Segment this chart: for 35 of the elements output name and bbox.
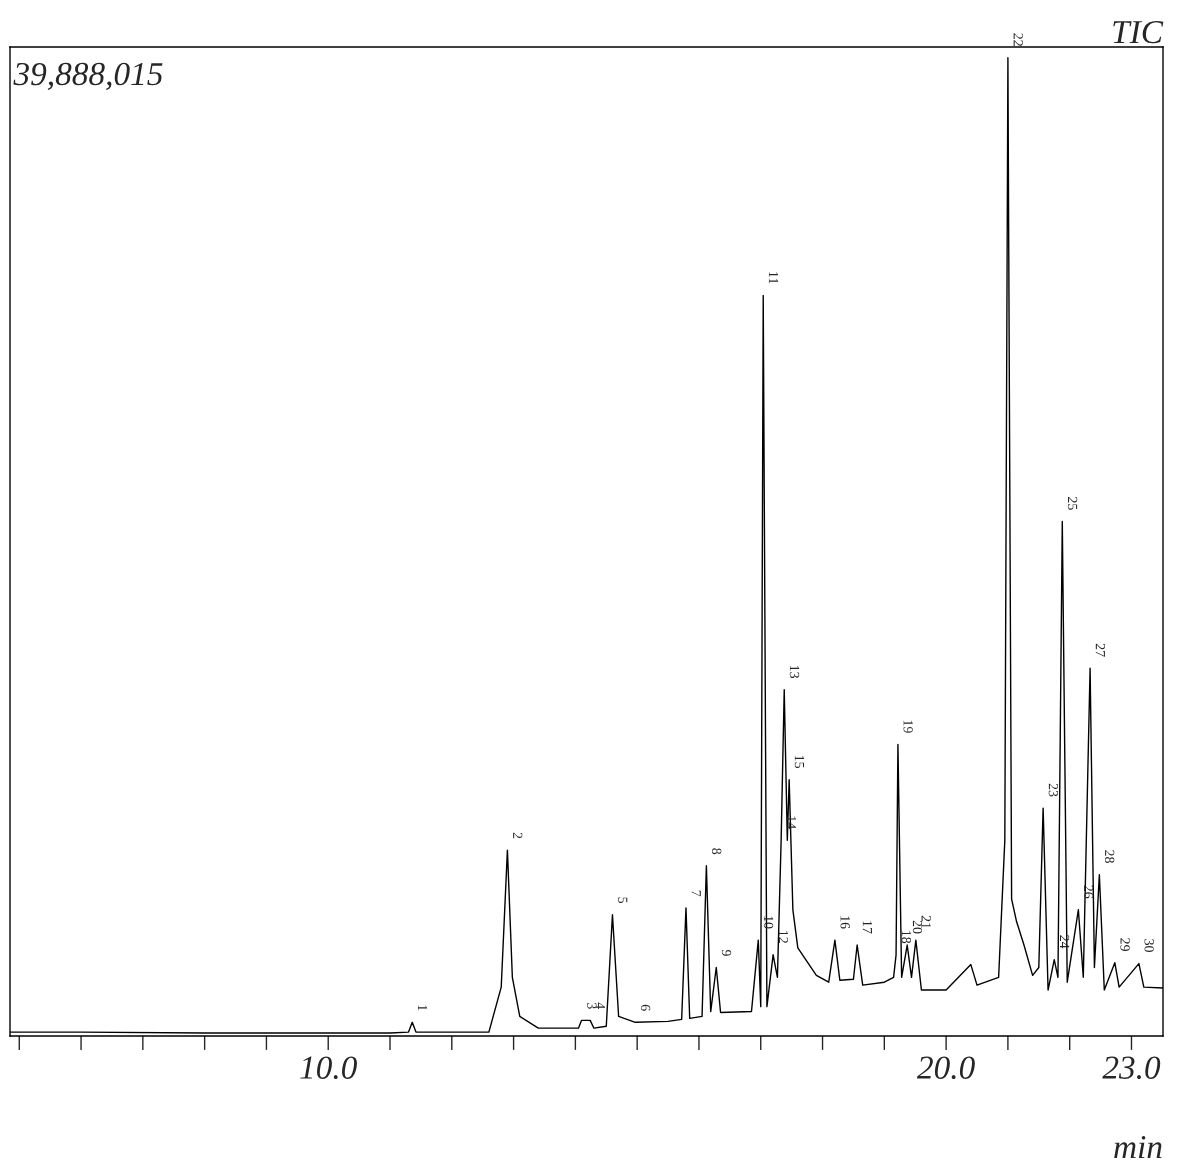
annotation: 39,888,015 [13, 62, 163, 91]
annotation: 6 [640, 1004, 651, 1011]
annotation: 23 [1048, 783, 1059, 797]
annotation: 13 [789, 665, 800, 679]
annotation: 21 [921, 915, 931, 929]
annotation: 26 [1083, 885, 1094, 899]
annotation: 16 [840, 916, 850, 929]
annotation: 22 [1013, 33, 1023, 46]
x-tick-label: 23.0 [1102, 1056, 1161, 1080]
annotation: 10 [763, 916, 774, 929]
chart-title: TIC [1113, 20, 1164, 44]
annotation: 19 [903, 720, 913, 733]
annotation: 9 [721, 949, 732, 956]
annotation: 17 [862, 921, 873, 934]
annotation: 8 [711, 848, 722, 855]
annotation: 1 [417, 1005, 428, 1011]
annotation: 7 [691, 890, 701, 897]
annotation: 5 [618, 897, 628, 904]
annotation: 12 [778, 931, 789, 943]
x-tick-label: 20.0 [916, 1056, 975, 1080]
annotation: 30 [1144, 939, 1154, 952]
annotation: 14 [786, 816, 797, 830]
annotation: 18 [901, 931, 912, 944]
x-tick-label: 10.0 [300, 1056, 357, 1080]
annotation: 15 [794, 755, 805, 769]
annotation: 25 [1067, 497, 1078, 510]
annotation: 28 [1104, 850, 1115, 863]
annotation: 29 [1120, 938, 1130, 951]
annotation: 3 [587, 1002, 597, 1009]
x-axis-title: min [1114, 1135, 1162, 1159]
annotation: 4 [595, 1002, 606, 1010]
annotation: 11 [768, 272, 779, 284]
annotation: 20 [912, 920, 923, 934]
annotation: 2 [513, 832, 523, 839]
annotation: 27 [1095, 643, 1106, 657]
